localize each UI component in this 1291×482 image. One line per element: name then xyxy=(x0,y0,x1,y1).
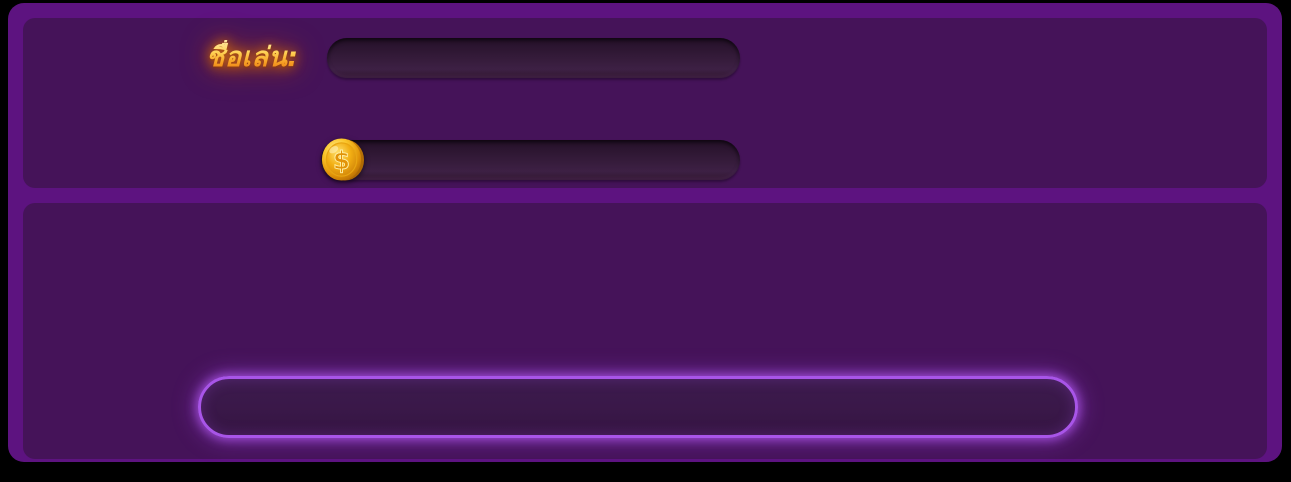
nickname-label: ชื่อเล่น: xyxy=(206,40,299,76)
svg-text:$: $ xyxy=(333,146,350,175)
submit-button[interactable] xyxy=(198,376,1078,438)
gold-coin-dollar-icon: $ xyxy=(321,138,365,181)
amount-input[interactable] xyxy=(321,140,740,180)
amount-input-value[interactable] xyxy=(321,140,740,180)
nickname-input[interactable] xyxy=(327,38,740,78)
nickname-input-value[interactable] xyxy=(327,38,740,78)
